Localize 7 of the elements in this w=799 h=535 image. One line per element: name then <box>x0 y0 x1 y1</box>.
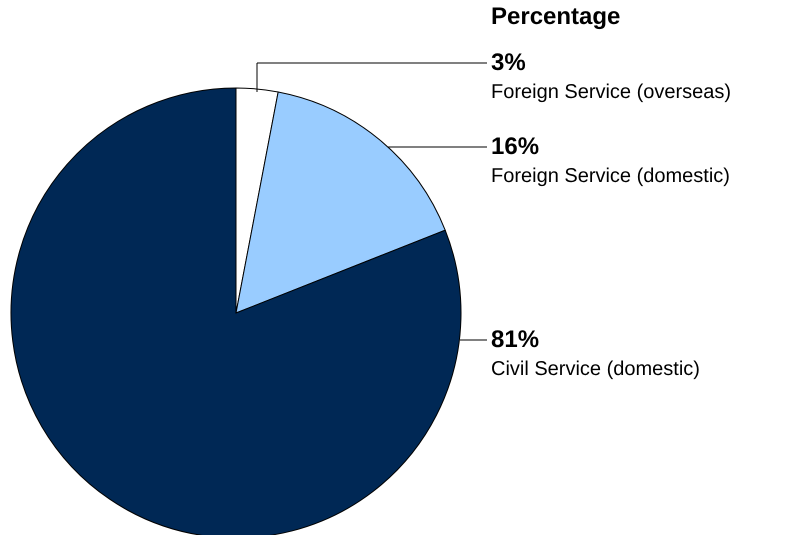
data-label: 81% <box>491 326 540 353</box>
slice-label: Foreign Service (domestic) <box>491 165 730 187</box>
data-label: 16% <box>491 133 540 160</box>
legend-title: Percentage <box>491 3 620 30</box>
slice-label: Civil Service (domestic) <box>491 358 700 380</box>
data-label: 3% <box>491 49 526 76</box>
slice-label: Foreign Service (overseas) <box>491 81 732 103</box>
